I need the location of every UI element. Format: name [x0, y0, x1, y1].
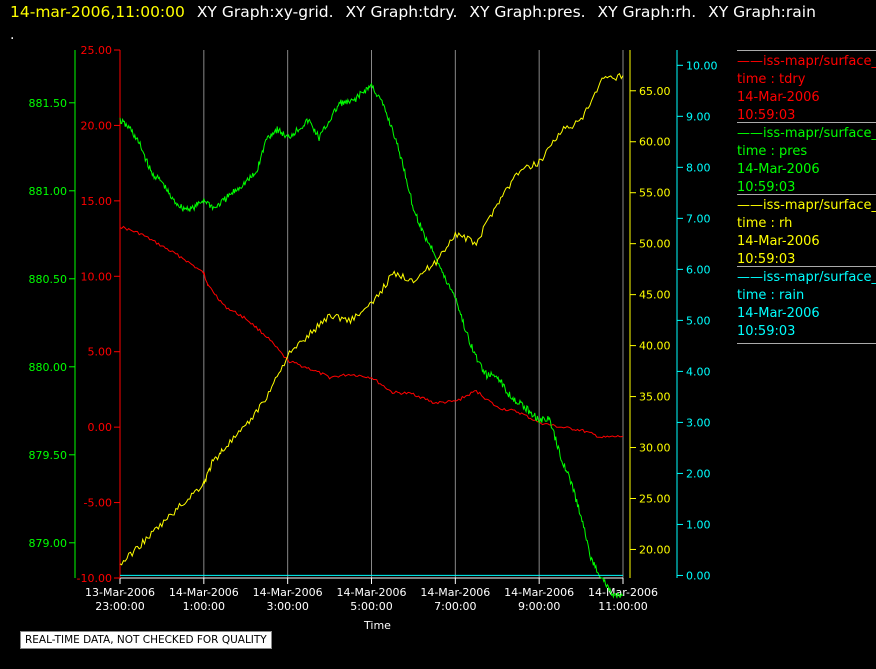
tdry-tick-label: 0.00 [88, 421, 113, 434]
legend-tdry: ——iss-mapr/surface_met time : tdry 14-Ma… [737, 50, 876, 125]
legend-date: 14-Mar-2006 [737, 234, 820, 249]
legend-series-name: ——iss-mapr/surface_met [737, 198, 876, 213]
header-graph-xy-grid: XY Graph:xy-grid. [196, 3, 334, 21]
data-quality-notice: REAL-TIME DATA, NOT CHECKED FOR QUALITY [20, 631, 272, 649]
x-tick-label: 13-Mar-2006 [85, 586, 155, 599]
legend-time: 10:59:03 [737, 108, 796, 123]
x-tick-label: 14-Mar-2006 [253, 586, 323, 599]
rain-tick-label: 7.00 [686, 212, 711, 225]
series-line-pres [119, 82, 624, 599]
header-graph-rh: XY Graph:rh. [597, 3, 697, 21]
legend-time: 10:59:03 [737, 180, 796, 195]
legend-date: 14-Mar-2006 [737, 306, 820, 321]
rh-tick-label: 45.00 [639, 289, 671, 302]
rain-tick-label: 6.00 [686, 263, 711, 276]
x-tick-label: 14-Mar-2006 [420, 586, 490, 599]
rain-tick-label: 10.00 [686, 59, 718, 72]
rh-tick-label: 60.00 [639, 136, 671, 149]
legend-rain: ——iss-mapr/surface_met time : rain 14-Ma… [737, 266, 876, 346]
tdry-tick-label: 10.00 [81, 270, 113, 283]
legend-series-name: ——iss-mapr/surface_met [737, 126, 876, 141]
rh-tick-label: 55.00 [639, 187, 671, 200]
x-tick-label: 9:00:00 [518, 600, 560, 613]
header-timestamp: 14-mar-2006,11:00:00 [10, 3, 185, 21]
x-axis-title: Time [363, 619, 391, 632]
header-graph-rain: XY Graph:rain [708, 3, 816, 21]
pres-tick-label: 881.50 [29, 97, 68, 110]
legend-variable: time : rain [737, 288, 805, 303]
rain-tick-label: 1.00 [686, 518, 711, 531]
pres-tick-label: 880.00 [29, 361, 68, 374]
legend-variable: time : rh [737, 216, 793, 231]
x-tick-label: 7:00:00 [434, 600, 476, 613]
rh-tick-label: 65.00 [639, 85, 671, 98]
pres-tick-label: 879.00 [29, 537, 68, 550]
rain-tick-label: 2.00 [686, 467, 711, 480]
rh-tick-label: 40.00 [639, 340, 671, 353]
x-tick-label: 14-Mar-2006 [169, 586, 239, 599]
tdry-tick-label: 15.00 [81, 195, 113, 208]
legend-variable: time : tdry [737, 72, 806, 87]
rh-tick-label: 20.00 [639, 543, 671, 556]
legend-series-name: ——iss-mapr/surface_met [737, 270, 876, 285]
series-line-rh [119, 72, 624, 566]
rain-tick-label: 9.00 [686, 110, 711, 123]
rain-tick-label: 0.00 [686, 569, 711, 582]
x-tick-label: 5:00:00 [350, 600, 392, 613]
rh-tick-label: 50.00 [639, 238, 671, 251]
rh-tick-label: 25.00 [639, 492, 671, 505]
rain-tick-label: 5.00 [686, 314, 711, 327]
legend-date: 14-Mar-2006 [737, 90, 820, 105]
rain-tick-label: 4.00 [686, 365, 711, 378]
tdry-tick-label: 20.00 [81, 119, 113, 132]
tdry-tick-label: -10.00 [77, 572, 112, 585]
tdry-tick-label: -5.00 [84, 497, 112, 510]
header-dot: . [10, 27, 15, 43]
pres-tick-label: 880.50 [29, 273, 68, 286]
x-tick-label: 3:00:00 [266, 600, 308, 613]
header-graph-pres: XY Graph:pres. [469, 3, 586, 21]
x-tick-label: 1:00:00 [183, 600, 225, 613]
rh-tick-label: 30.00 [639, 442, 671, 455]
legend-pres: ——iss-mapr/surface_met time : pres 14-Ma… [737, 122, 876, 197]
rh-tick-label: 35.00 [639, 391, 671, 404]
legend-time: 10:59:03 [737, 252, 796, 267]
legend-rh: ——iss-mapr/surface_met time : rh 14-Mar-… [737, 194, 876, 269]
rain-tick-label: 8.00 [686, 161, 711, 174]
tdry-tick-label: 25.00 [81, 44, 113, 57]
x-tick-label: 14-Mar-2006 [588, 586, 658, 599]
x-tick-label: 23:00:00 [95, 600, 144, 613]
rain-tick-label: 3.00 [686, 416, 711, 429]
legend-time: 10:59:03 [737, 324, 796, 339]
header-graph-tdry: XY Graph:tdry. [345, 3, 458, 21]
chart-header: 14-mar-2006,11:00:00 XY Graph:xy-grid. X… [10, 3, 823, 21]
x-tick-label: 11:00:00 [598, 600, 647, 613]
legend-series-name: ——iss-mapr/surface_met [737, 54, 876, 69]
x-tick-label: 14-Mar-2006 [337, 586, 407, 599]
x-tick-label: 14-Mar-2006 [504, 586, 574, 599]
pres-tick-label: 881.00 [29, 185, 68, 198]
legend-variable: time : pres [737, 144, 808, 159]
legend-date: 14-Mar-2006 [737, 162, 820, 177]
pres-tick-label: 879.50 [29, 449, 68, 462]
tdry-tick-label: 5.00 [88, 346, 113, 359]
